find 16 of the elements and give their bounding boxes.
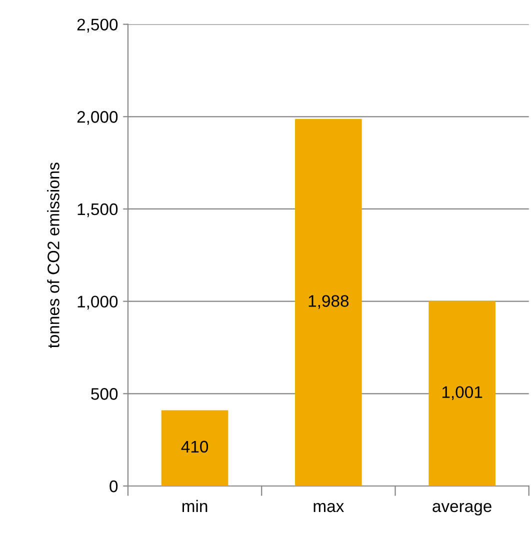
y-axis-title: tonnes of CO2 emissions bbox=[47, 162, 60, 348]
x-tick-label: max bbox=[314, 503, 344, 512]
x-tick-label: min bbox=[182, 500, 208, 512]
bar bbox=[295, 118, 362, 486]
data-label: 1,988 bbox=[308, 295, 349, 309]
data-label: 1,001 bbox=[442, 386, 482, 400]
y-tick-label: 2,000 bbox=[77, 111, 118, 125]
y-tick-label: 0 bbox=[110, 480, 118, 492]
y-tick-label: 500 bbox=[91, 388, 118, 400]
data-label: 410 bbox=[181, 440, 208, 453]
bar bbox=[161, 410, 228, 486]
bar bbox=[428, 301, 496, 486]
x-tick-label: average bbox=[432, 503, 492, 516]
y-tick-label: 1,000 bbox=[78, 296, 118, 310]
y-tick-label: 1,500 bbox=[78, 203, 118, 218]
y-tick-label: 2,500 bbox=[77, 18, 118, 32]
